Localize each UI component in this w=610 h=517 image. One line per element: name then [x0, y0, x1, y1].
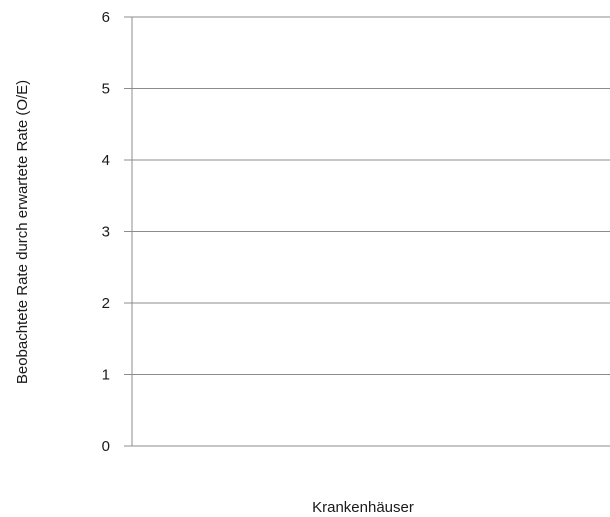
y-tick-label: 3 [102, 224, 110, 241]
y-tick-label: 4 [102, 152, 110, 169]
y-tick-label: 6 [102, 9, 110, 26]
y-tick-label: 5 [102, 81, 110, 98]
y-tick-label: 2 [102, 295, 110, 312]
y-tick-label: 0 [102, 438, 110, 455]
gridlines [124, 16, 610, 447]
y-tick-labels: 0 1 2 3 4 5 6 [102, 9, 110, 455]
y-axis-label: Beobachtete Rate durch erwartete Rate (O… [14, 80, 31, 384]
x-axis-label: Krankenhäuser [312, 499, 414, 516]
y-tick-label: 1 [102, 367, 110, 384]
